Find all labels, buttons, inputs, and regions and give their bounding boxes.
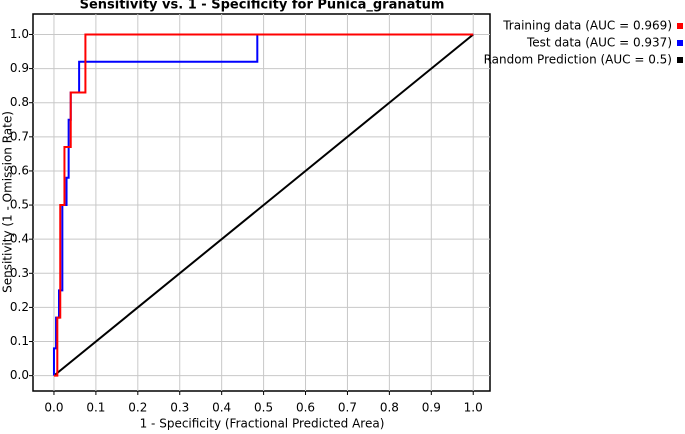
y-tick-label: 0.7 — [10, 129, 29, 143]
legend-swatch — [677, 40, 683, 46]
series-line — [53, 33, 474, 377]
x-tick-label: 0.1 — [86, 401, 105, 415]
y-tick-label: 0.3 — [10, 266, 29, 280]
chart-title: Sensitivity vs. 1 - Specificity for Puni… — [80, 0, 445, 13]
x-tick-label: 0.9 — [422, 401, 441, 415]
y-tick-label: 0.9 — [10, 61, 29, 75]
x-tick-label: 0.7 — [338, 401, 357, 415]
y-tick-label: 0.1 — [10, 334, 29, 348]
series-line — [53, 33, 474, 377]
y-tick-label: 0.8 — [10, 95, 29, 109]
x-axis-label: 1 - Specificity (Fractional Predicted Ar… — [140, 417, 385, 431]
x-tick-label: 0.5 — [254, 401, 273, 415]
y-tick-label: 0.0 — [10, 368, 29, 382]
plot-area — [32, 13, 491, 392]
x-tick-label: 0.4 — [212, 401, 231, 415]
y-tick-label: 0.2 — [10, 300, 29, 314]
legend-label: Random Prediction (AUC = 0.5) — [484, 53, 672, 67]
y-tick-label: 1.0 — [10, 27, 29, 41]
series-line — [52, 33, 474, 376]
y-tick-label: 0.4 — [10, 232, 29, 246]
x-tick-label: 0.0 — [44, 401, 63, 415]
legend-label: Test data (AUC = 0.937) — [526, 36, 672, 50]
y-axis-label: Sensitivity (1 - Omission Rate) — [1, 111, 15, 293]
legend-label: Training data (AUC = 0.969) — [502, 19, 672, 33]
x-tick-label: 0.2 — [128, 401, 147, 415]
x-tick-label: 0.3 — [170, 401, 189, 415]
legend-swatch — [677, 57, 683, 63]
legend-swatch — [677, 23, 683, 29]
x-tick-label: 0.8 — [380, 401, 399, 415]
y-tick-label: 0.5 — [10, 198, 29, 212]
x-tick-label: 1.0 — [464, 401, 483, 415]
y-tick-label: 0.6 — [10, 163, 29, 177]
x-tick-label: 0.6 — [296, 401, 315, 415]
